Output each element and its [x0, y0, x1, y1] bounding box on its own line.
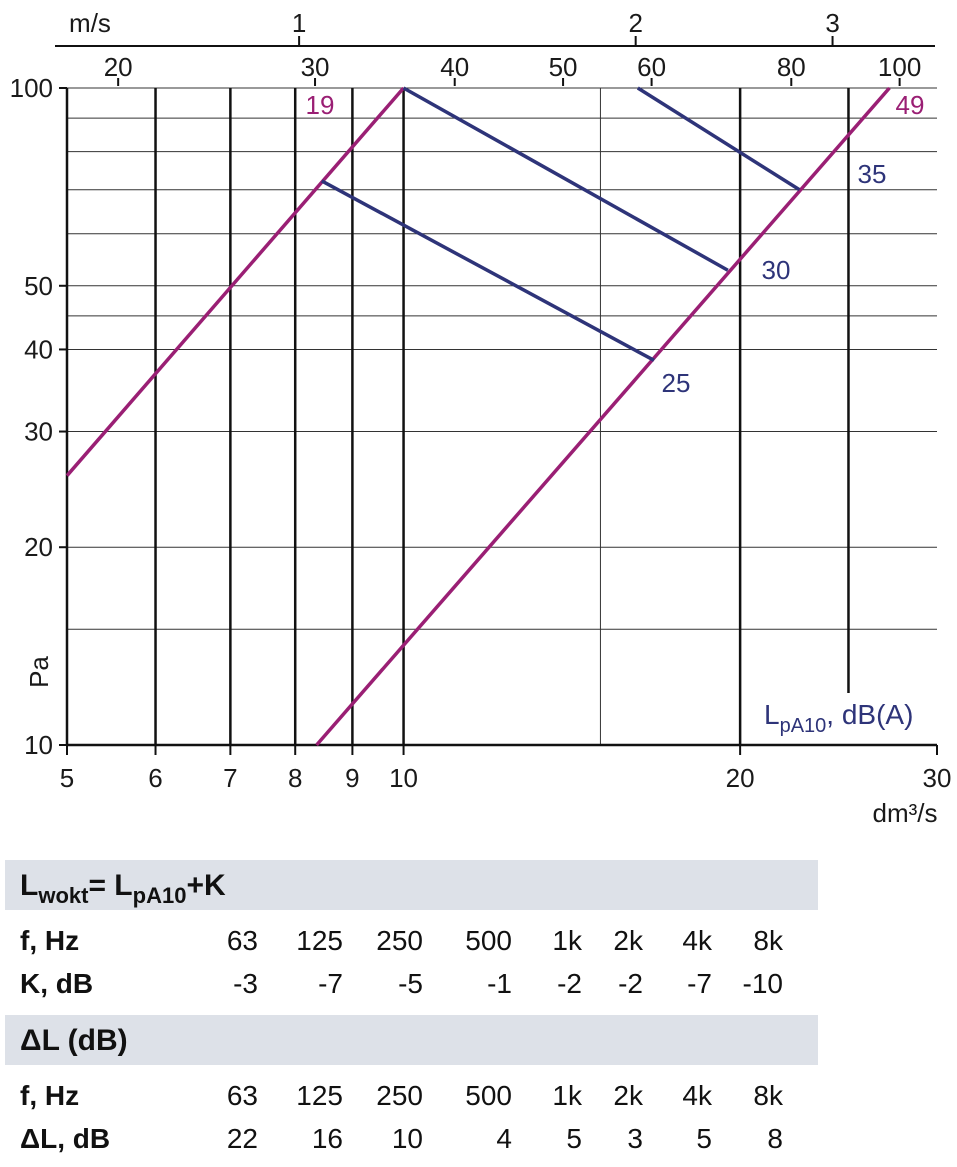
- rich-text: Lwokt= LpA10+K: [20, 869, 226, 908]
- x3-tick-label: 50: [549, 52, 578, 82]
- y-tick-label: 50: [24, 271, 53, 301]
- table-cell: 5: [696, 1123, 712, 1154]
- y-axis-label: Pa: [24, 656, 54, 688]
- table-cell: 250: [376, 1080, 423, 1111]
- table-cell: 250: [376, 925, 423, 956]
- x3-tick-label: 40: [440, 52, 469, 82]
- row-label: K, dB: [20, 968, 93, 999]
- table-cell: 16: [312, 1123, 343, 1154]
- table-cell: 63: [227, 1080, 258, 1111]
- x2-tick-label: 2: [628, 8, 642, 38]
- table-cell: -5: [398, 968, 423, 999]
- table-header: [5, 860, 818, 910]
- table-cell: 22: [227, 1123, 258, 1154]
- series-label: 30: [762, 255, 791, 285]
- table-cell: 3: [627, 1123, 643, 1154]
- x-tick-label: 6: [148, 763, 162, 793]
- table-cell: 1k: [552, 925, 583, 956]
- table-cell: 8: [767, 1123, 783, 1154]
- x3-tick-label: 100: [878, 52, 921, 82]
- table-cell: 5: [566, 1123, 582, 1154]
- text-part: L: [20, 869, 38, 902]
- y-tick-label: 100: [10, 73, 53, 103]
- x3-tick-label: 20: [104, 52, 133, 82]
- rich-text: ΔL (dB): [20, 1024, 128, 1057]
- table-cell: 1k: [552, 1080, 583, 1111]
- table-cell: 125: [296, 1080, 343, 1111]
- row-label: f, Hz: [20, 1080, 79, 1111]
- table-cell: 500: [465, 925, 512, 956]
- x-tick-label: 20: [726, 763, 755, 793]
- table-cell: 500: [465, 1080, 512, 1111]
- text-part: L: [764, 699, 780, 730]
- table-cell: 63: [227, 925, 258, 956]
- table-cell: 8k: [753, 1080, 784, 1111]
- text-part: +K: [186, 869, 226, 902]
- x2-axis-label: m/s: [69, 8, 111, 38]
- row-label: f, Hz: [20, 925, 79, 956]
- table-header: [5, 1015, 818, 1065]
- table-cell: 4: [496, 1123, 512, 1154]
- text-part: pA10: [133, 883, 187, 908]
- x3-tick-label: 80: [777, 52, 806, 82]
- series-line: [65, 86, 405, 477]
- x2-tick-label: 1: [292, 8, 306, 38]
- series-label: 19: [306, 90, 335, 120]
- table-cell: -1: [487, 968, 512, 999]
- table-cell: -7: [687, 968, 712, 999]
- table-cell: 125: [296, 925, 343, 956]
- series-label: 49: [896, 90, 925, 120]
- x3-tick-label: 60: [637, 52, 666, 82]
- x-axis-label: dm³/s: [873, 798, 938, 828]
- table-cell: -2: [618, 968, 643, 999]
- x-tick-label: 9: [345, 763, 359, 793]
- series-label: 35: [858, 159, 887, 189]
- table-cell: 8k: [753, 925, 784, 956]
- x2-tick-label: 3: [825, 8, 839, 38]
- table-cell: -10: [743, 968, 783, 999]
- table-cell: 2k: [613, 1080, 644, 1111]
- series-line: [636, 86, 801, 192]
- table-cell: -7: [318, 968, 343, 999]
- x-tick-label: 5: [60, 763, 74, 793]
- series-label: 25: [662, 368, 691, 398]
- x-tick-label: 30: [923, 763, 952, 793]
- table-cell: 2k: [613, 925, 644, 956]
- table-cell: -2: [557, 968, 582, 999]
- y-tick-label: 20: [24, 532, 53, 562]
- text-part: wokt: [37, 883, 89, 908]
- y-tick-label: 10: [24, 730, 53, 760]
- table-cell: 4k: [682, 925, 713, 956]
- text-part: = L: [88, 869, 132, 902]
- x-tick-label: 10: [389, 763, 418, 793]
- row-label: ΔL, dB: [20, 1123, 110, 1154]
- table-cell: 4k: [682, 1080, 713, 1111]
- table-cell: -3: [233, 968, 258, 999]
- x-tick-label: 8: [288, 763, 302, 793]
- text-part: , dB(A): [826, 699, 913, 730]
- table-cell: 10: [392, 1123, 423, 1154]
- rich-text: LpA10, dB(A): [764, 699, 913, 737]
- x-tick-label: 7: [223, 763, 237, 793]
- series-line: [315, 86, 891, 747]
- x3-tick-label: 30: [301, 52, 330, 82]
- text-part: ΔL (dB): [20, 1024, 128, 1057]
- y-tick-label: 30: [24, 417, 53, 447]
- y-tick-label: 40: [24, 334, 53, 364]
- text-part: pA10: [780, 715, 827, 737]
- series-line: [320, 179, 655, 362]
- series-line: [402, 86, 729, 272]
